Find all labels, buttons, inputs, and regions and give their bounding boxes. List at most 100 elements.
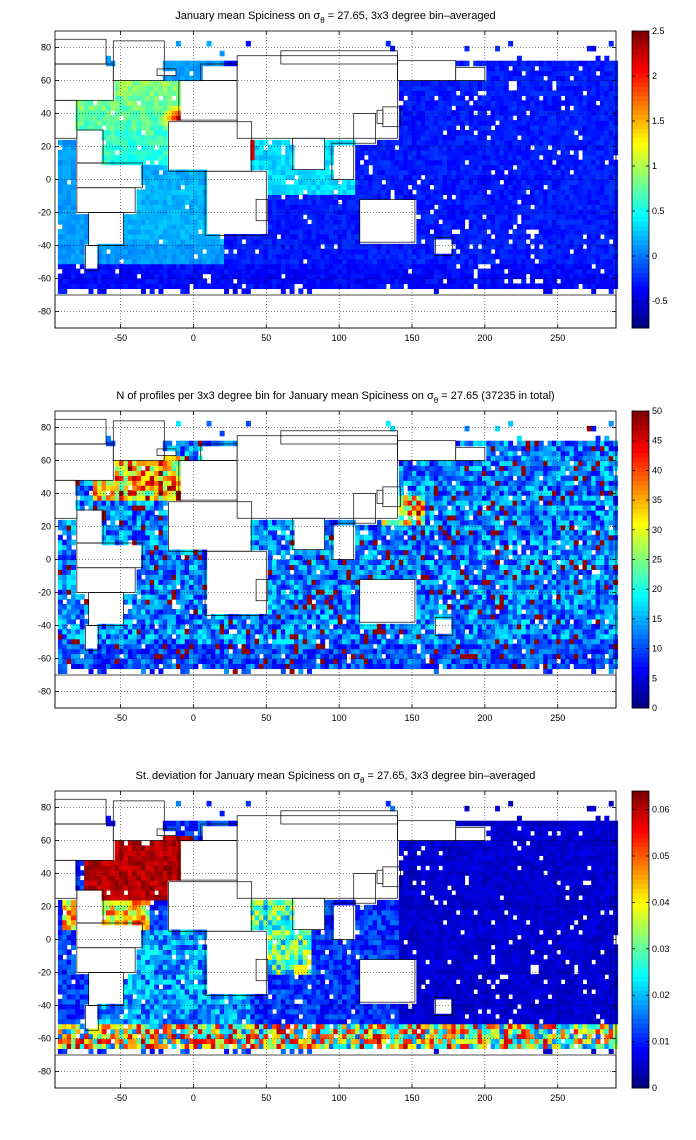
data-cell: [280, 209, 286, 215]
data-cell: [324, 199, 330, 205]
data-cell: [97, 633, 103, 640]
data-cell: [315, 238, 321, 245]
data-cell: [499, 243, 505, 250]
colorbar-band: [632, 276, 649, 283]
data-cell: [525, 130, 531, 136]
data-cell: [543, 70, 549, 77]
data-cell: [451, 115, 457, 121]
data-cell: [486, 248, 492, 255]
data-cell: [175, 628, 181, 635]
data-cell: [468, 144, 474, 151]
data-cell: [62, 258, 68, 265]
data-cell: [547, 278, 553, 285]
data-cell: [167, 653, 173, 660]
data-cell: [154, 194, 160, 200]
data-cell: [175, 559, 181, 566]
data-cell: [551, 110, 557, 116]
data-cell: [328, 268, 334, 275]
data-cell: [140, 500, 146, 506]
data-cell: [206, 233, 212, 240]
data-cell: [189, 169, 195, 176]
data-cell: [219, 258, 225, 265]
data-cell: [197, 75, 203, 82]
data-cell: [525, 70, 531, 77]
data-cell: [289, 144, 295, 151]
data-cell: [62, 554, 68, 561]
data-cell: [245, 268, 251, 275]
data-cell: [398, 149, 404, 156]
data-cell: [582, 253, 588, 260]
data-cell: [599, 164, 605, 171]
data-cell: [57, 599, 63, 605]
data-cell: [57, 534, 63, 541]
data-cell: [346, 224, 352, 230]
data-cell: [140, 510, 146, 516]
data-cell: [62, 288, 68, 294]
data-cell: [438, 80, 444, 87]
data-cell: [75, 480, 81, 486]
data-cell: [320, 194, 326, 200]
data-cell: [197, 224, 203, 230]
data-cell: [132, 90, 138, 96]
data-cell: [180, 569, 186, 575]
data-cell: [503, 70, 509, 77]
data-cell: [495, 268, 501, 275]
data-cell: [547, 75, 553, 82]
data-cell: [206, 238, 212, 245]
data-cell: [573, 159, 579, 166]
data-cell: [315, 283, 321, 289]
data-cell: [140, 189, 146, 195]
data-cell: [573, 164, 579, 171]
data-cell: [184, 174, 190, 181]
data-cell: [140, 233, 146, 240]
data-cell: [481, 115, 487, 121]
data-cell: [530, 283, 535, 289]
data-cell: [363, 179, 369, 186]
data-cell: [88, 485, 94, 491]
data-cell: [140, 628, 146, 635]
data-cell: [503, 90, 509, 96]
data-cell: [154, 258, 160, 265]
data-cell: [604, 233, 610, 240]
data-cell: [530, 209, 535, 215]
data-cell: [101, 524, 107, 531]
data-cell: [578, 80, 584, 87]
data-cell: [162, 440, 168, 447]
data-cell: [110, 480, 116, 486]
data-cell: [468, 233, 474, 240]
data-cell: [298, 219, 304, 225]
data-cell: [307, 288, 313, 294]
data-cell: [171, 490, 177, 496]
data-cell: [420, 125, 426, 131]
colorbar-band: [632, 77, 649, 83]
data-cell: [412, 194, 417, 200]
data-cell: [495, 169, 501, 176]
data-cell: [307, 268, 313, 275]
data-cell: [473, 154, 479, 161]
data-cell: [582, 105, 588, 111]
data-cell: [398, 130, 404, 136]
data-cell: [145, 164, 151, 171]
data-cell: [145, 263, 151, 270]
data-cell: [503, 174, 509, 181]
data-cell: [315, 253, 321, 260]
data-cell: [486, 199, 492, 205]
data-cell: [407, 248, 413, 255]
data-cell: [145, 224, 151, 230]
data-cell: [154, 490, 160, 496]
data-cell: [158, 184, 164, 190]
data-cell: [171, 229, 177, 235]
data-cell: [412, 283, 417, 289]
data-cell: [556, 134, 562, 141]
data-cell: [132, 80, 138, 87]
data-cell: [446, 179, 452, 186]
data-cell: [578, 60, 584, 67]
data-cell: [254, 268, 260, 275]
data-cell: [180, 643, 186, 650]
data-cell: [394, 154, 400, 161]
data-cell: [473, 80, 479, 87]
data-cell: [569, 238, 575, 245]
data-cell: [468, 214, 474, 220]
data-cell: [88, 278, 94, 285]
data-cell: [412, 243, 417, 250]
